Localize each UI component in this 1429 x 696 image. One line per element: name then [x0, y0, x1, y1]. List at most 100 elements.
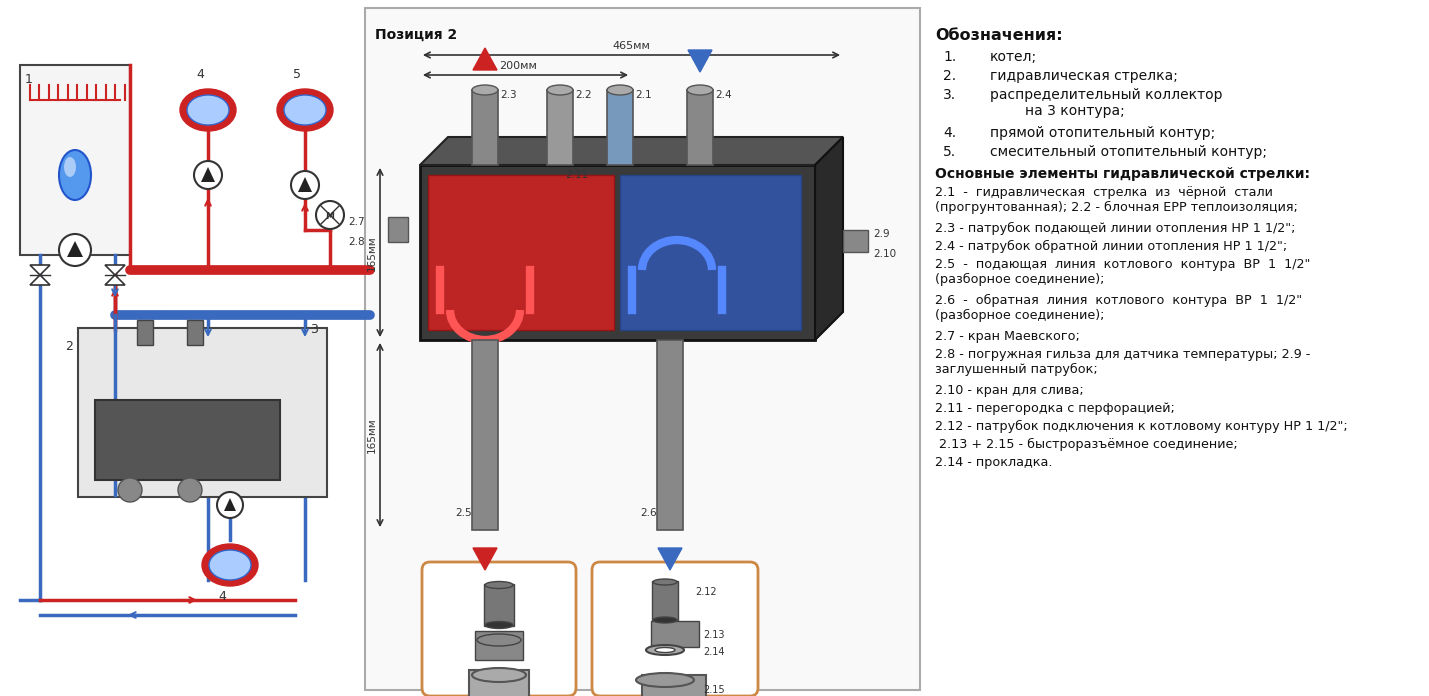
- Text: 4: 4: [196, 68, 204, 81]
- Polygon shape: [420, 137, 843, 165]
- Text: 5.: 5.: [943, 145, 956, 159]
- Text: 2.5  -  подающая  линия  котлового  контура  ВР  1  1/2"
(разборное соединение);: 2.5 - подающая линия котлового контура В…: [935, 258, 1310, 286]
- FancyBboxPatch shape: [94, 400, 280, 480]
- Text: 2.4: 2.4: [714, 90, 732, 100]
- Polygon shape: [473, 548, 497, 570]
- Ellipse shape: [547, 85, 573, 95]
- Text: Позиция 2: Позиция 2: [374, 28, 457, 42]
- Text: Обозначения:: Обозначения:: [935, 28, 1063, 43]
- Ellipse shape: [636, 673, 694, 687]
- Text: 2.5: 2.5: [454, 508, 472, 518]
- FancyBboxPatch shape: [472, 90, 497, 165]
- Text: 2.7: 2.7: [349, 217, 364, 227]
- Ellipse shape: [180, 89, 236, 131]
- Circle shape: [194, 161, 221, 189]
- Polygon shape: [657, 548, 682, 570]
- Text: 2.13: 2.13: [703, 630, 725, 640]
- FancyBboxPatch shape: [422, 562, 576, 696]
- FancyBboxPatch shape: [592, 562, 757, 696]
- FancyBboxPatch shape: [469, 670, 529, 696]
- Polygon shape: [30, 275, 50, 285]
- FancyBboxPatch shape: [620, 175, 802, 330]
- Ellipse shape: [284, 95, 326, 125]
- FancyBboxPatch shape: [652, 581, 677, 621]
- Text: смесительный отопительный контур;: смесительный отопительный контур;: [990, 145, 1268, 159]
- Ellipse shape: [477, 634, 522, 646]
- Polygon shape: [473, 48, 497, 70]
- Text: распределительный коллектор
        на 3 контура;: распределительный коллектор на 3 контура…: [990, 88, 1222, 118]
- Circle shape: [217, 492, 243, 518]
- Text: 2.10: 2.10: [873, 249, 896, 259]
- FancyBboxPatch shape: [429, 175, 614, 330]
- Circle shape: [292, 171, 319, 199]
- Polygon shape: [299, 177, 312, 192]
- Ellipse shape: [201, 544, 259, 586]
- FancyBboxPatch shape: [79, 328, 327, 497]
- Circle shape: [179, 478, 201, 502]
- FancyBboxPatch shape: [364, 8, 920, 690]
- FancyBboxPatch shape: [137, 320, 153, 345]
- Text: 2.6: 2.6: [640, 508, 656, 518]
- Text: 2.2: 2.2: [574, 90, 592, 100]
- FancyBboxPatch shape: [187, 320, 203, 345]
- Text: 2.6  -  обратная  линия  котлового  контура  ВР  1  1/2"
(разборное соединение);: 2.6 - обратная линия котлового контура В…: [935, 294, 1302, 322]
- Ellipse shape: [484, 622, 513, 628]
- Polygon shape: [687, 50, 712, 72]
- Text: 2.7 - кран Маевского;: 2.7 - кран Маевского;: [935, 330, 1080, 343]
- FancyBboxPatch shape: [843, 230, 867, 252]
- Text: 2.10 - кран для слива;: 2.10 - кран для слива;: [935, 384, 1083, 397]
- Text: 2.3 - патрубок подающей линии отопления НР 1 1/2";: 2.3 - патрубок подающей линии отопления …: [935, 222, 1296, 235]
- Text: 2.3: 2.3: [500, 90, 517, 100]
- Polygon shape: [104, 265, 124, 275]
- Polygon shape: [104, 275, 124, 285]
- Polygon shape: [201, 167, 214, 182]
- FancyBboxPatch shape: [607, 90, 633, 165]
- Text: 2.15: 2.15: [703, 685, 725, 695]
- FancyBboxPatch shape: [652, 621, 699, 647]
- FancyBboxPatch shape: [420, 165, 815, 340]
- FancyBboxPatch shape: [484, 584, 514, 626]
- Circle shape: [119, 478, 141, 502]
- Text: 2.14: 2.14: [703, 647, 725, 657]
- Text: 2.1: 2.1: [634, 90, 652, 100]
- Text: 2.8: 2.8: [349, 237, 364, 247]
- Ellipse shape: [277, 89, 333, 131]
- Ellipse shape: [484, 581, 513, 589]
- Circle shape: [59, 234, 91, 266]
- Text: 2.4 - патрубок обратной линии отопления НР 1 1/2";: 2.4 - патрубок обратной линии отопления …: [935, 240, 1288, 253]
- Ellipse shape: [687, 85, 713, 95]
- Text: 2.1  -  гидравлическая  стрелка  из  чёрной  стали
(прогрунтованная); 2.2 - блоч: 2.1 - гидравлическая стрелка из чёрной с…: [935, 186, 1298, 214]
- Text: M: M: [324, 212, 334, 221]
- Text: 4.: 4.: [943, 126, 956, 140]
- Polygon shape: [30, 265, 50, 275]
- Text: гидравлическая стрелка;: гидравлическая стрелка;: [990, 69, 1177, 83]
- Text: 1: 1: [24, 73, 33, 86]
- Text: 2.12: 2.12: [694, 587, 716, 597]
- Ellipse shape: [654, 647, 674, 653]
- Ellipse shape: [59, 150, 91, 200]
- Text: 1.: 1.: [943, 50, 956, 64]
- Polygon shape: [67, 241, 83, 257]
- FancyBboxPatch shape: [547, 90, 573, 165]
- FancyBboxPatch shape: [474, 631, 523, 660]
- FancyBboxPatch shape: [657, 340, 683, 530]
- FancyBboxPatch shape: [20, 65, 130, 255]
- Ellipse shape: [187, 95, 229, 125]
- Text: 165мм: 165мм: [367, 235, 377, 271]
- FancyBboxPatch shape: [389, 217, 409, 242]
- Polygon shape: [815, 137, 843, 340]
- Text: 5: 5: [293, 68, 302, 81]
- FancyBboxPatch shape: [472, 340, 497, 530]
- Text: 2.12 - патрубок подключения к котловому контуру НР 1 1/2";: 2.12 - патрубок подключения к котловому …: [935, 420, 1348, 433]
- Text: котел;: котел;: [990, 50, 1037, 64]
- Text: 200мм: 200мм: [499, 61, 537, 71]
- Text: 2.8 - погружная гильза для датчика температуры; 2.9 -
заглушенный патрубок;: 2.8 - погружная гильза для датчика темпе…: [935, 348, 1310, 376]
- Text: 2.13 + 2.15 - быстроразъёмное соединение;: 2.13 + 2.15 - быстроразъёмное соединение…: [935, 438, 1238, 451]
- Text: 3.: 3.: [943, 88, 956, 102]
- Ellipse shape: [209, 550, 252, 580]
- Ellipse shape: [653, 579, 677, 585]
- Text: 3: 3: [310, 323, 317, 336]
- Ellipse shape: [472, 668, 526, 682]
- Text: 465мм: 465мм: [612, 41, 650, 51]
- Text: 2.: 2.: [943, 69, 956, 83]
